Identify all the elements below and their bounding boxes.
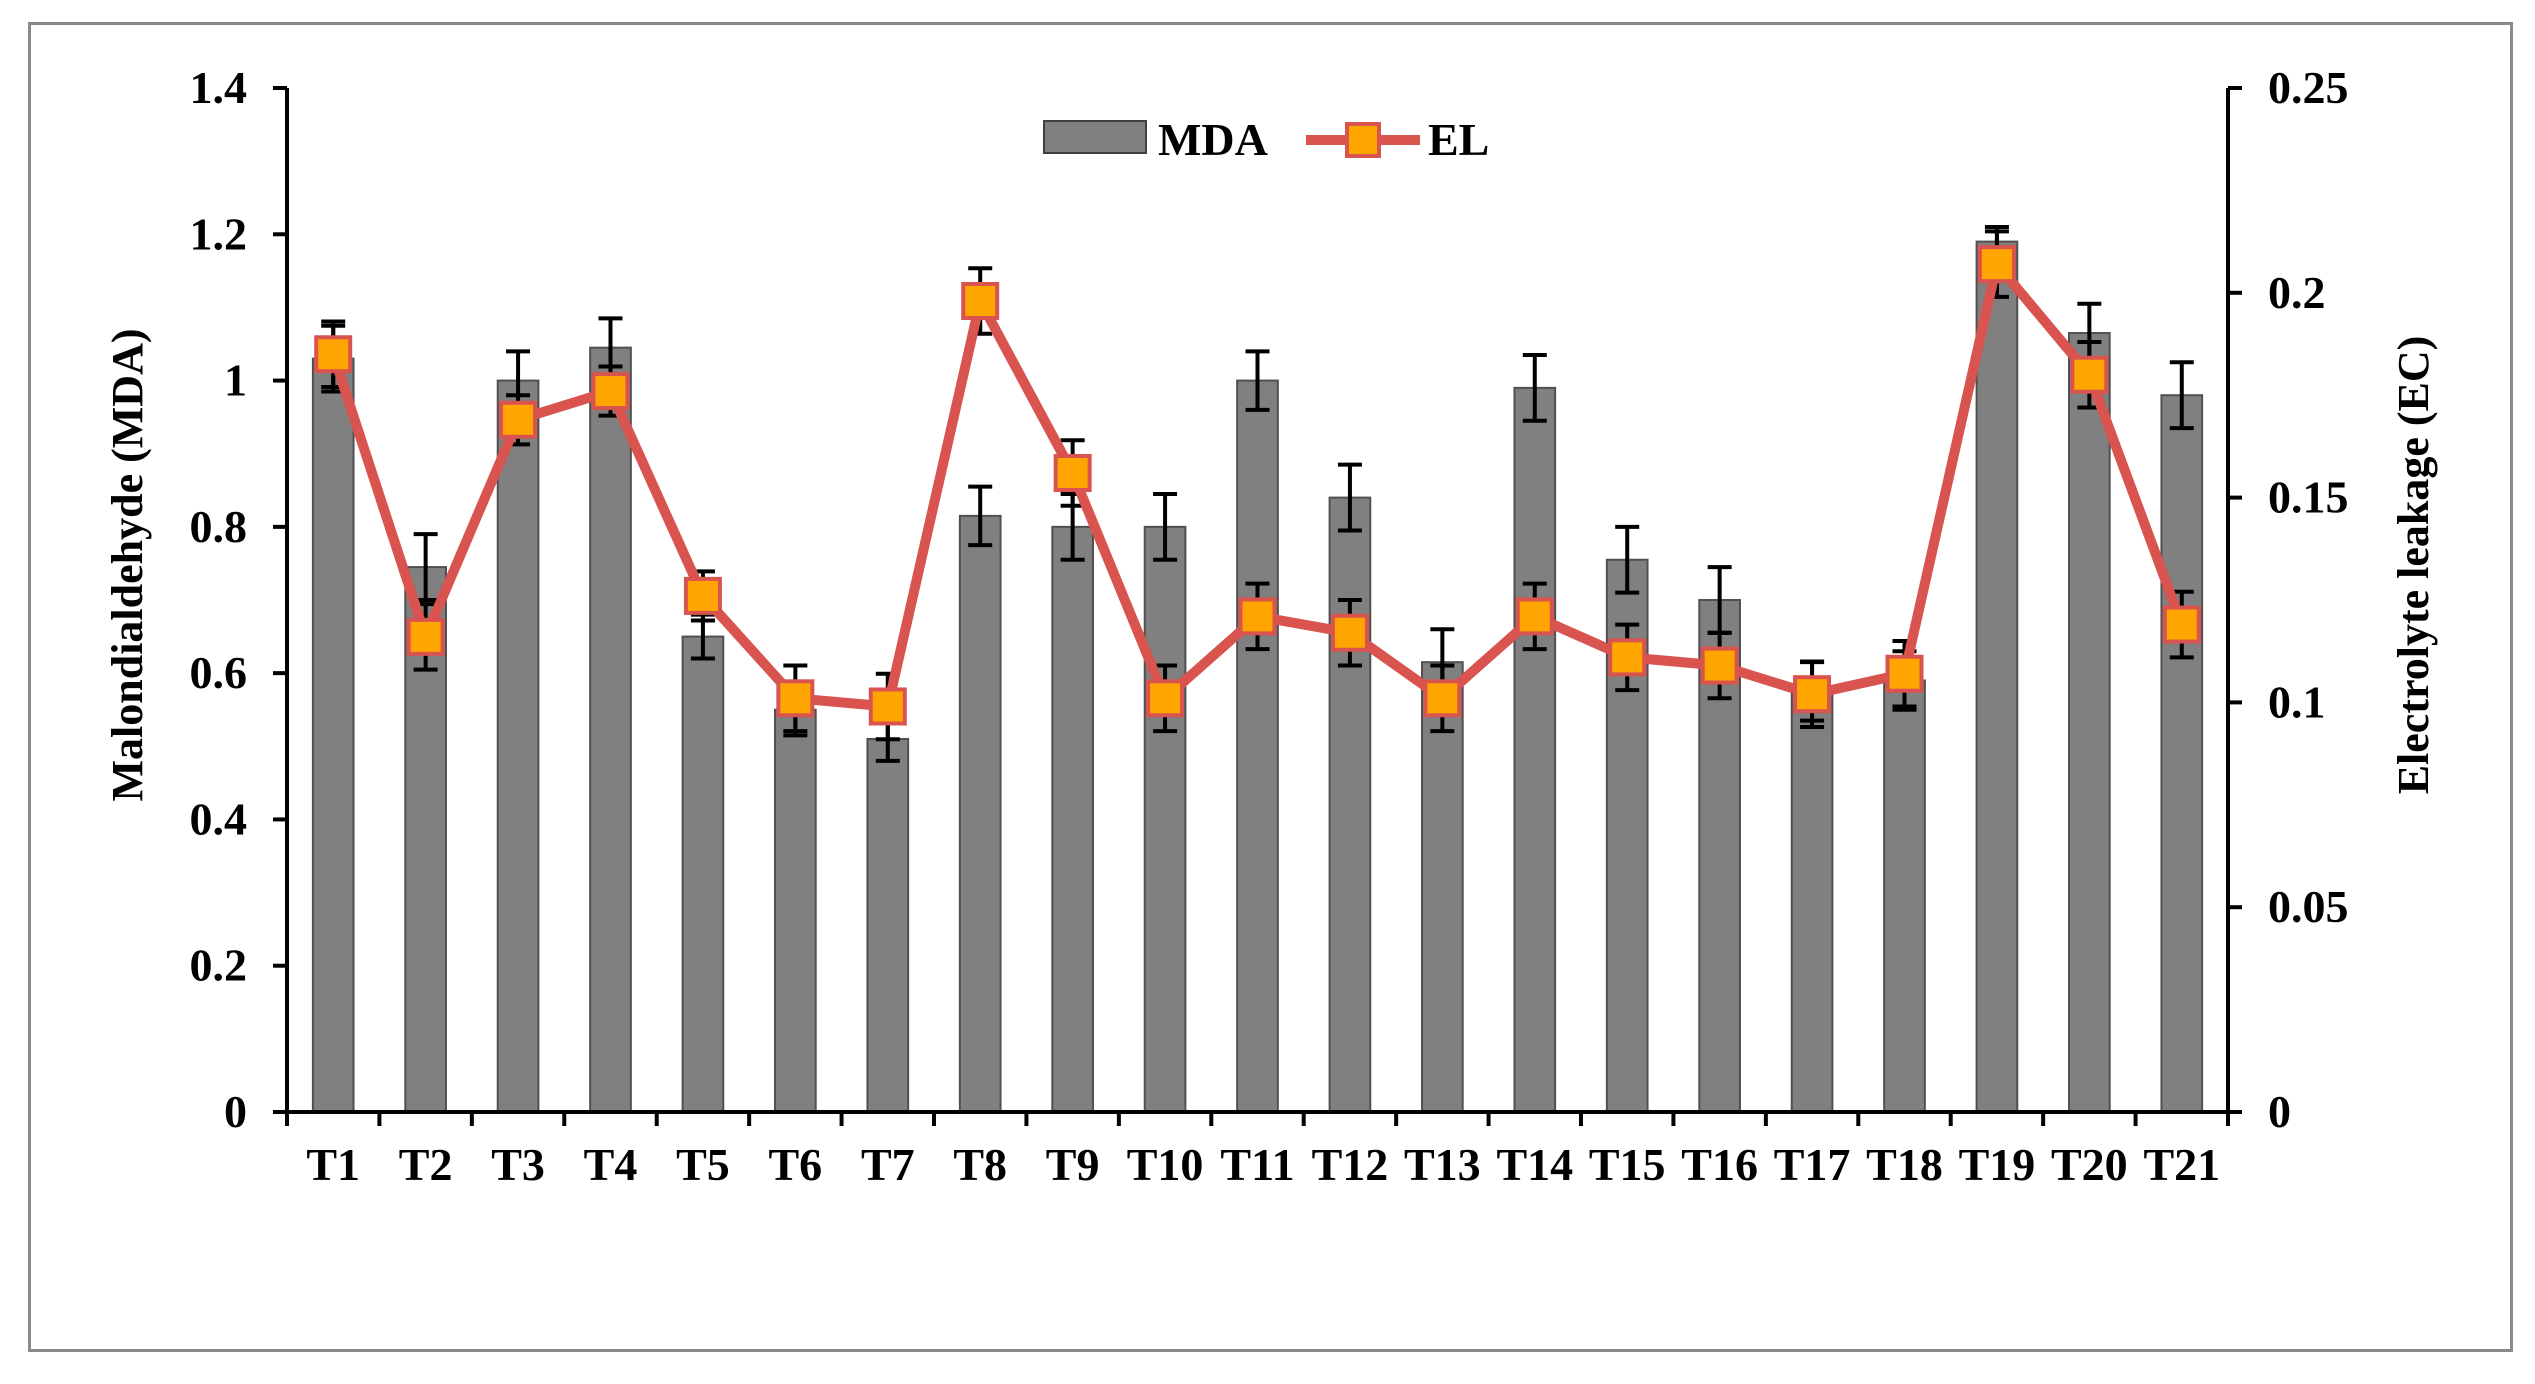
mda-bar-T21 xyxy=(2160,394,2204,1113)
left-tick-label-4: 0.8 xyxy=(190,501,248,552)
right-tick-label-2: 0.1 xyxy=(2268,676,2326,727)
el-point-T19 xyxy=(1977,245,2016,284)
el-point-T12 xyxy=(1330,613,1369,652)
el-point-T16 xyxy=(1700,646,1739,685)
category-label-T10: T10 xyxy=(1127,1139,1204,1190)
el-point-T15 xyxy=(1608,638,1647,677)
category-label-T4: T4 xyxy=(584,1139,638,1190)
mda-bar-T18 xyxy=(1883,679,1926,1113)
legend-mda-swatch xyxy=(1043,120,1147,154)
category-label-T1: T1 xyxy=(306,1139,360,1190)
mda-bar-T11 xyxy=(1236,379,1279,1114)
category-label-T3: T3 xyxy=(491,1139,545,1190)
category-label-T8: T8 xyxy=(953,1139,1007,1190)
el-point-T3 xyxy=(499,400,538,439)
mda-bar-T19 xyxy=(1975,240,2019,1114)
category-label-T20: T20 xyxy=(2051,1139,2128,1190)
el-markers-layer xyxy=(314,245,2201,726)
mda-bar-T20 xyxy=(2068,332,2111,1113)
mda-bar-T12 xyxy=(1328,496,1372,1114)
category-label-T19: T19 xyxy=(1959,1139,2036,1190)
right-axis-ticks: 0 0.05 0.1 0.15 0.2 0.25 xyxy=(2228,62,2349,1137)
left-tick-label-2: 0.4 xyxy=(190,793,248,844)
right-tick-label-1: 0.05 xyxy=(2268,881,2349,932)
left-tick-label-3: 0.6 xyxy=(190,647,248,698)
el-point-T20 xyxy=(2070,355,2109,394)
mda-bar-T16 xyxy=(1698,599,1741,1113)
category-labels: T1 T2 T3 T4 T5 T6 T7 T8 T9 T10 T11 T12 T13 T14 T15 T16 T… xyxy=(306,1139,2220,1190)
right-tick-label-0: 0 xyxy=(2268,1086,2291,1137)
el-point-T7 xyxy=(868,687,907,726)
category-label-T11: T11 xyxy=(1220,1139,1294,1190)
mda-bar-T4 xyxy=(589,346,632,1113)
mda-bar-T6 xyxy=(774,708,817,1113)
left-tick-label-1: 0.2 xyxy=(190,940,248,991)
el-point-T9 xyxy=(1053,454,1092,493)
category-label-T16: T16 xyxy=(1681,1139,1758,1190)
category-label-T21: T21 xyxy=(2143,1139,2220,1190)
el-point-T5 xyxy=(683,576,722,615)
left-tick-label-0: 0 xyxy=(224,1086,247,1137)
category-label-T14: T14 xyxy=(1496,1139,1573,1190)
right-tick-label-5: 0.25 xyxy=(2268,62,2349,113)
category-label-T13: T13 xyxy=(1404,1139,1481,1190)
right-tick-label-3: 0.15 xyxy=(2268,472,2349,523)
mda-bar-T9 xyxy=(1051,525,1094,1113)
left-tick-label-7: 1.4 xyxy=(190,62,248,113)
mda-bar-T8 xyxy=(958,514,1002,1113)
legend-mda-label: MDA xyxy=(1158,114,1268,165)
category-label-T12: T12 xyxy=(1312,1139,1389,1190)
mda-bar-T17 xyxy=(1790,690,1834,1114)
category-label-T9: T9 xyxy=(1046,1139,1100,1190)
left-axis-ticks: 0 0.2 0.4 0.6 0.8 1 1.2 1.4 xyxy=(190,62,287,1137)
left-tick-label-6: 1.2 xyxy=(190,208,248,259)
mda-bar-T3 xyxy=(496,379,540,1114)
el-point-T14 xyxy=(1515,597,1554,636)
el-point-T11 xyxy=(1238,597,1277,636)
category-label-T2: T2 xyxy=(399,1139,453,1190)
category-label-T15: T15 xyxy=(1589,1139,1666,1190)
right-axis-title: Electrolyte leakage (EC) xyxy=(2389,336,2438,795)
legend-el-label: EL xyxy=(1428,114,1489,165)
el-point-T21 xyxy=(2162,605,2201,644)
category-label-T18: T18 xyxy=(1866,1139,1943,1190)
mda-bar-T5 xyxy=(681,635,725,1113)
category-label-T6: T6 xyxy=(769,1139,823,1190)
legend: MDA EL xyxy=(1043,114,1489,165)
category-label-T17: T17 xyxy=(1774,1139,1851,1190)
right-tick-label-4: 0.2 xyxy=(2268,267,2326,318)
bars-layer xyxy=(311,240,2204,1114)
legend-el-marker xyxy=(1345,122,1381,158)
el-point-T6 xyxy=(776,679,815,718)
axes-layer xyxy=(285,88,2230,1126)
category-label-T5: T5 xyxy=(676,1139,730,1190)
el-point-T1 xyxy=(314,335,353,374)
mda-bar-T1 xyxy=(311,357,355,1113)
el-point-T17 xyxy=(1793,675,1832,714)
el-point-T13 xyxy=(1423,679,1462,718)
el-point-T10 xyxy=(1146,679,1185,718)
left-axis-title: Malondialdehyde (MDA) xyxy=(103,329,152,802)
mda-bar-T14 xyxy=(1513,386,1557,1113)
el-point-T8 xyxy=(961,281,1000,320)
mda-bar-T10 xyxy=(1143,525,1187,1113)
el-point-T18 xyxy=(1885,654,1924,693)
el-point-T2 xyxy=(406,617,445,656)
mda-bar-T7 xyxy=(866,737,910,1113)
left-tick-label-5: 1 xyxy=(224,355,247,406)
el-point-T4 xyxy=(591,372,630,411)
category-label-T7: T7 xyxy=(861,1139,915,1190)
